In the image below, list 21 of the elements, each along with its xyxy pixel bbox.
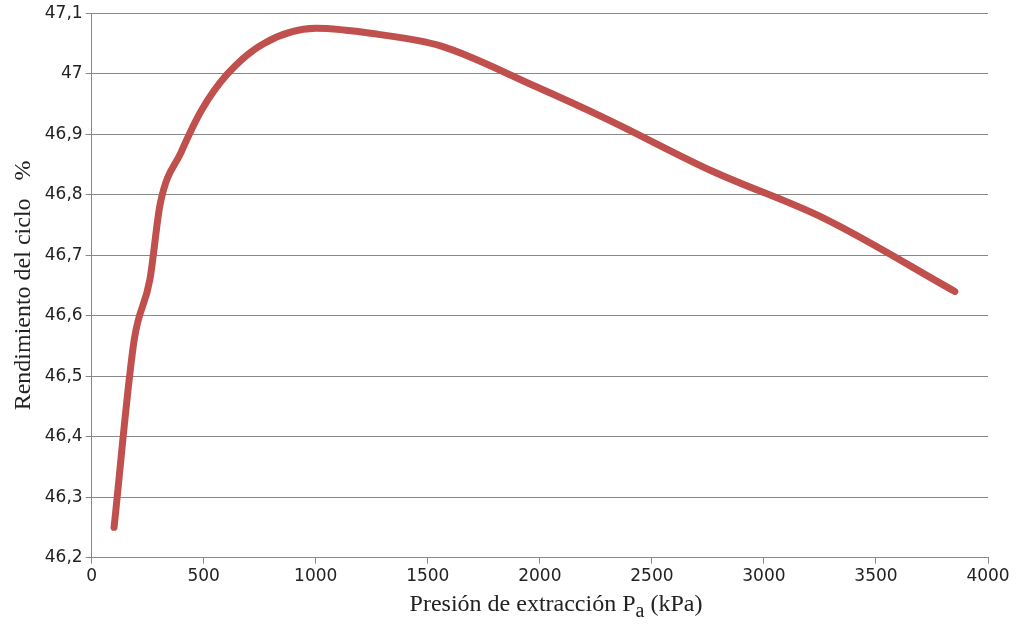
- y-axis-title: Rendimiento del ciclo %: [8, 160, 35, 411]
- x-tick-label: 3500: [854, 565, 898, 586]
- y-tick-label: 46,2: [44, 546, 83, 567]
- y-tick-label: 47,1: [44, 1, 83, 22]
- x-tick-label: 1000: [294, 565, 338, 586]
- x-tick-label: 0: [86, 565, 98, 586]
- y-tick-label: 46,5: [44, 364, 83, 385]
- y-tick-label: 46,6: [44, 304, 83, 325]
- x-axis-title: Presión de extracción P$_{a}$ (kPa): [408, 590, 704, 622]
- y-tick-label: 46,4: [44, 425, 83, 446]
- y-tick-label: 46,7: [44, 243, 83, 264]
- x-tick-label: 2000: [518, 565, 562, 586]
- y-tick-label: 46,9: [44, 122, 83, 143]
- x-tick-label: 4000: [966, 565, 1010, 586]
- x-tick-label: 500: [187, 565, 220, 586]
- x-tick-label: 3000: [742, 565, 786, 586]
- x-tick-label: 1500: [406, 565, 450, 586]
- y-tick-label: 46,8: [44, 183, 83, 204]
- y-tick-label: 47: [61, 62, 83, 83]
- y-tick-label: 46,3: [44, 485, 83, 506]
- x-tick-label: 2500: [630, 565, 674, 586]
